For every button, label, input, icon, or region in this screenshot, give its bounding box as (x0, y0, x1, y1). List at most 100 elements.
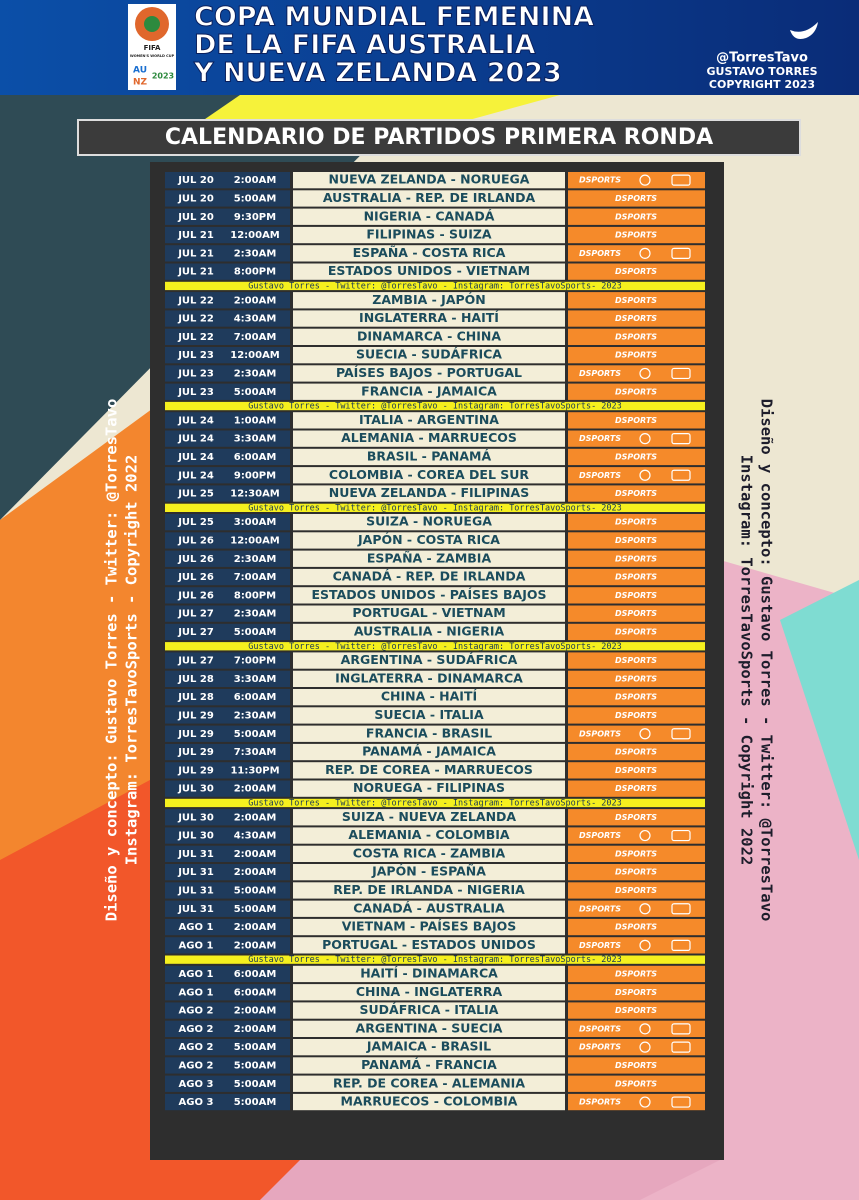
channel-icon (671, 1096, 691, 1108)
match: PORTUGAL - ESTADOS UNIDOS (322, 937, 536, 952)
tv-cell (568, 292, 705, 309)
match-cell (293, 689, 565, 706)
time: 4:30AM (234, 831, 277, 842)
match: REP. DE IRLANDA - NIGERIA (333, 882, 525, 897)
match: NUEVA ZELANDA - NORUEGA (329, 172, 530, 187)
channel-icon (639, 247, 651, 259)
match: INGLATERRA - DINAMARCA (335, 670, 523, 685)
channel-icon (671, 174, 691, 186)
date-cell (165, 725, 290, 742)
channel-icon (671, 367, 691, 380)
match-cell (293, 965, 565, 983)
channel-icon (639, 903, 651, 915)
date: JUL 31 (177, 849, 214, 860)
date-cell (165, 1020, 290, 1037)
tv-cell (568, 689, 705, 706)
tv-cell (568, 550, 705, 567)
match: HAITÍ - DINAMARCA (360, 965, 498, 980)
date-cell (165, 365, 290, 382)
match: NUEVA ZELANDA - FILIPINAS (329, 485, 529, 500)
channel-icon (639, 469, 651, 481)
match: JAMAICA - BRASIL (366, 1039, 491, 1054)
time: 5:00AM (234, 387, 277, 398)
channel: DSPORTS (579, 1098, 621, 1107)
date: JUL 22 (177, 295, 214, 306)
channel: DSPORTS (579, 249, 621, 258)
date-cell (165, 532, 290, 549)
date-cell (165, 208, 290, 225)
channel: DSPORTS (615, 387, 657, 396)
match-cell (293, 190, 565, 207)
logo-text: AU (133, 66, 147, 76)
time: 5:00AM (234, 1079, 277, 1090)
date-cell (165, 310, 290, 327)
channel-icon (671, 1041, 691, 1053)
match: FILIPINAS - SUIZA (366, 227, 492, 242)
date: JUL 27 (177, 656, 214, 667)
date: JUL 22 (177, 332, 214, 343)
date-cell (165, 845, 290, 862)
match: NIGERIA - CANADÁ (364, 208, 495, 223)
channel-icon (671, 433, 691, 445)
match: ZAMBIA - JAPÓN (372, 292, 486, 307)
logo-text: WOMEN'S WORLD CUP (130, 54, 175, 58)
date-cell (165, 743, 290, 761)
tv-cell (568, 263, 705, 280)
separator-text: Gustavo Torres - Twitter: @TorresTavo - … (248, 281, 622, 291)
bg-shape (260, 1160, 720, 1200)
channel: DSPORTS (615, 766, 657, 775)
separator-text: Gustavo Torres - Twitter: @TorresTavo - … (248, 798, 622, 808)
date: AGO 2 (179, 1060, 214, 1071)
time: 3:30AM (234, 434, 277, 445)
date: JUL 24 (177, 434, 214, 445)
match: CHINA - HAITÍ (381, 689, 478, 704)
channel-icon (671, 469, 691, 481)
channel: DSPORTS (615, 656, 657, 665)
match: CANADÁ - REP. DE IRLANDA (333, 569, 526, 584)
channel: DSPORTS (579, 471, 621, 480)
date-cell (165, 965, 290, 983)
date: JUL 20 (177, 175, 214, 186)
channel: DSPORTS (615, 969, 657, 978)
twitter-icon (790, 22, 818, 39)
time: 7:00AM (234, 572, 277, 583)
date: JUL 21 (177, 230, 214, 241)
date-cell (165, 1002, 290, 1019)
channel: DSPORTS (579, 1043, 621, 1052)
match-cell (293, 1020, 565, 1037)
match: AUSTRALIA - REP. DE IRLANDA (323, 190, 536, 205)
time: 12:30AM (230, 489, 280, 500)
time: 6:00AM (234, 969, 277, 980)
date-cell (165, 780, 290, 797)
match: FRANCIA - JAMAICA (361, 383, 497, 398)
time: 6:00AM (234, 692, 277, 703)
date: JUL 26 (177, 572, 214, 583)
channel: DSPORTS (615, 868, 657, 877)
match: SUECIA - SUDÁFRICA (356, 347, 502, 362)
tv-cell (568, 965, 705, 983)
channel: DSPORTS (615, 1006, 657, 1015)
match-cell (293, 347, 565, 364)
credit: Diseño y concepto: Gustavo Torres - Twit… (103, 399, 121, 922)
bg-shape (780, 580, 859, 860)
date-cell (165, 605, 290, 622)
match-cell (293, 514, 565, 531)
tv-cell (568, 226, 705, 244)
channel: DSPORTS (615, 536, 657, 545)
date: JUL 26 (177, 590, 214, 601)
tv-cell (568, 245, 705, 262)
channel-icon (639, 939, 651, 951)
date-cell (165, 652, 290, 669)
date: JUL 28 (177, 674, 214, 685)
tv-cell (568, 605, 705, 622)
channel-icon (639, 433, 651, 445)
match-cell (293, 172, 565, 189)
channel: DSPORTS (615, 212, 657, 221)
channel: DSPORTS (615, 813, 657, 822)
time: 3:00AM (234, 517, 277, 528)
channel: DSPORTS (579, 729, 621, 738)
channel-icon (639, 174, 651, 186)
match-cell (293, 587, 565, 604)
logo-text: 2023 (152, 72, 174, 81)
match: ESPAÑA - COSTA RICA (353, 245, 506, 260)
